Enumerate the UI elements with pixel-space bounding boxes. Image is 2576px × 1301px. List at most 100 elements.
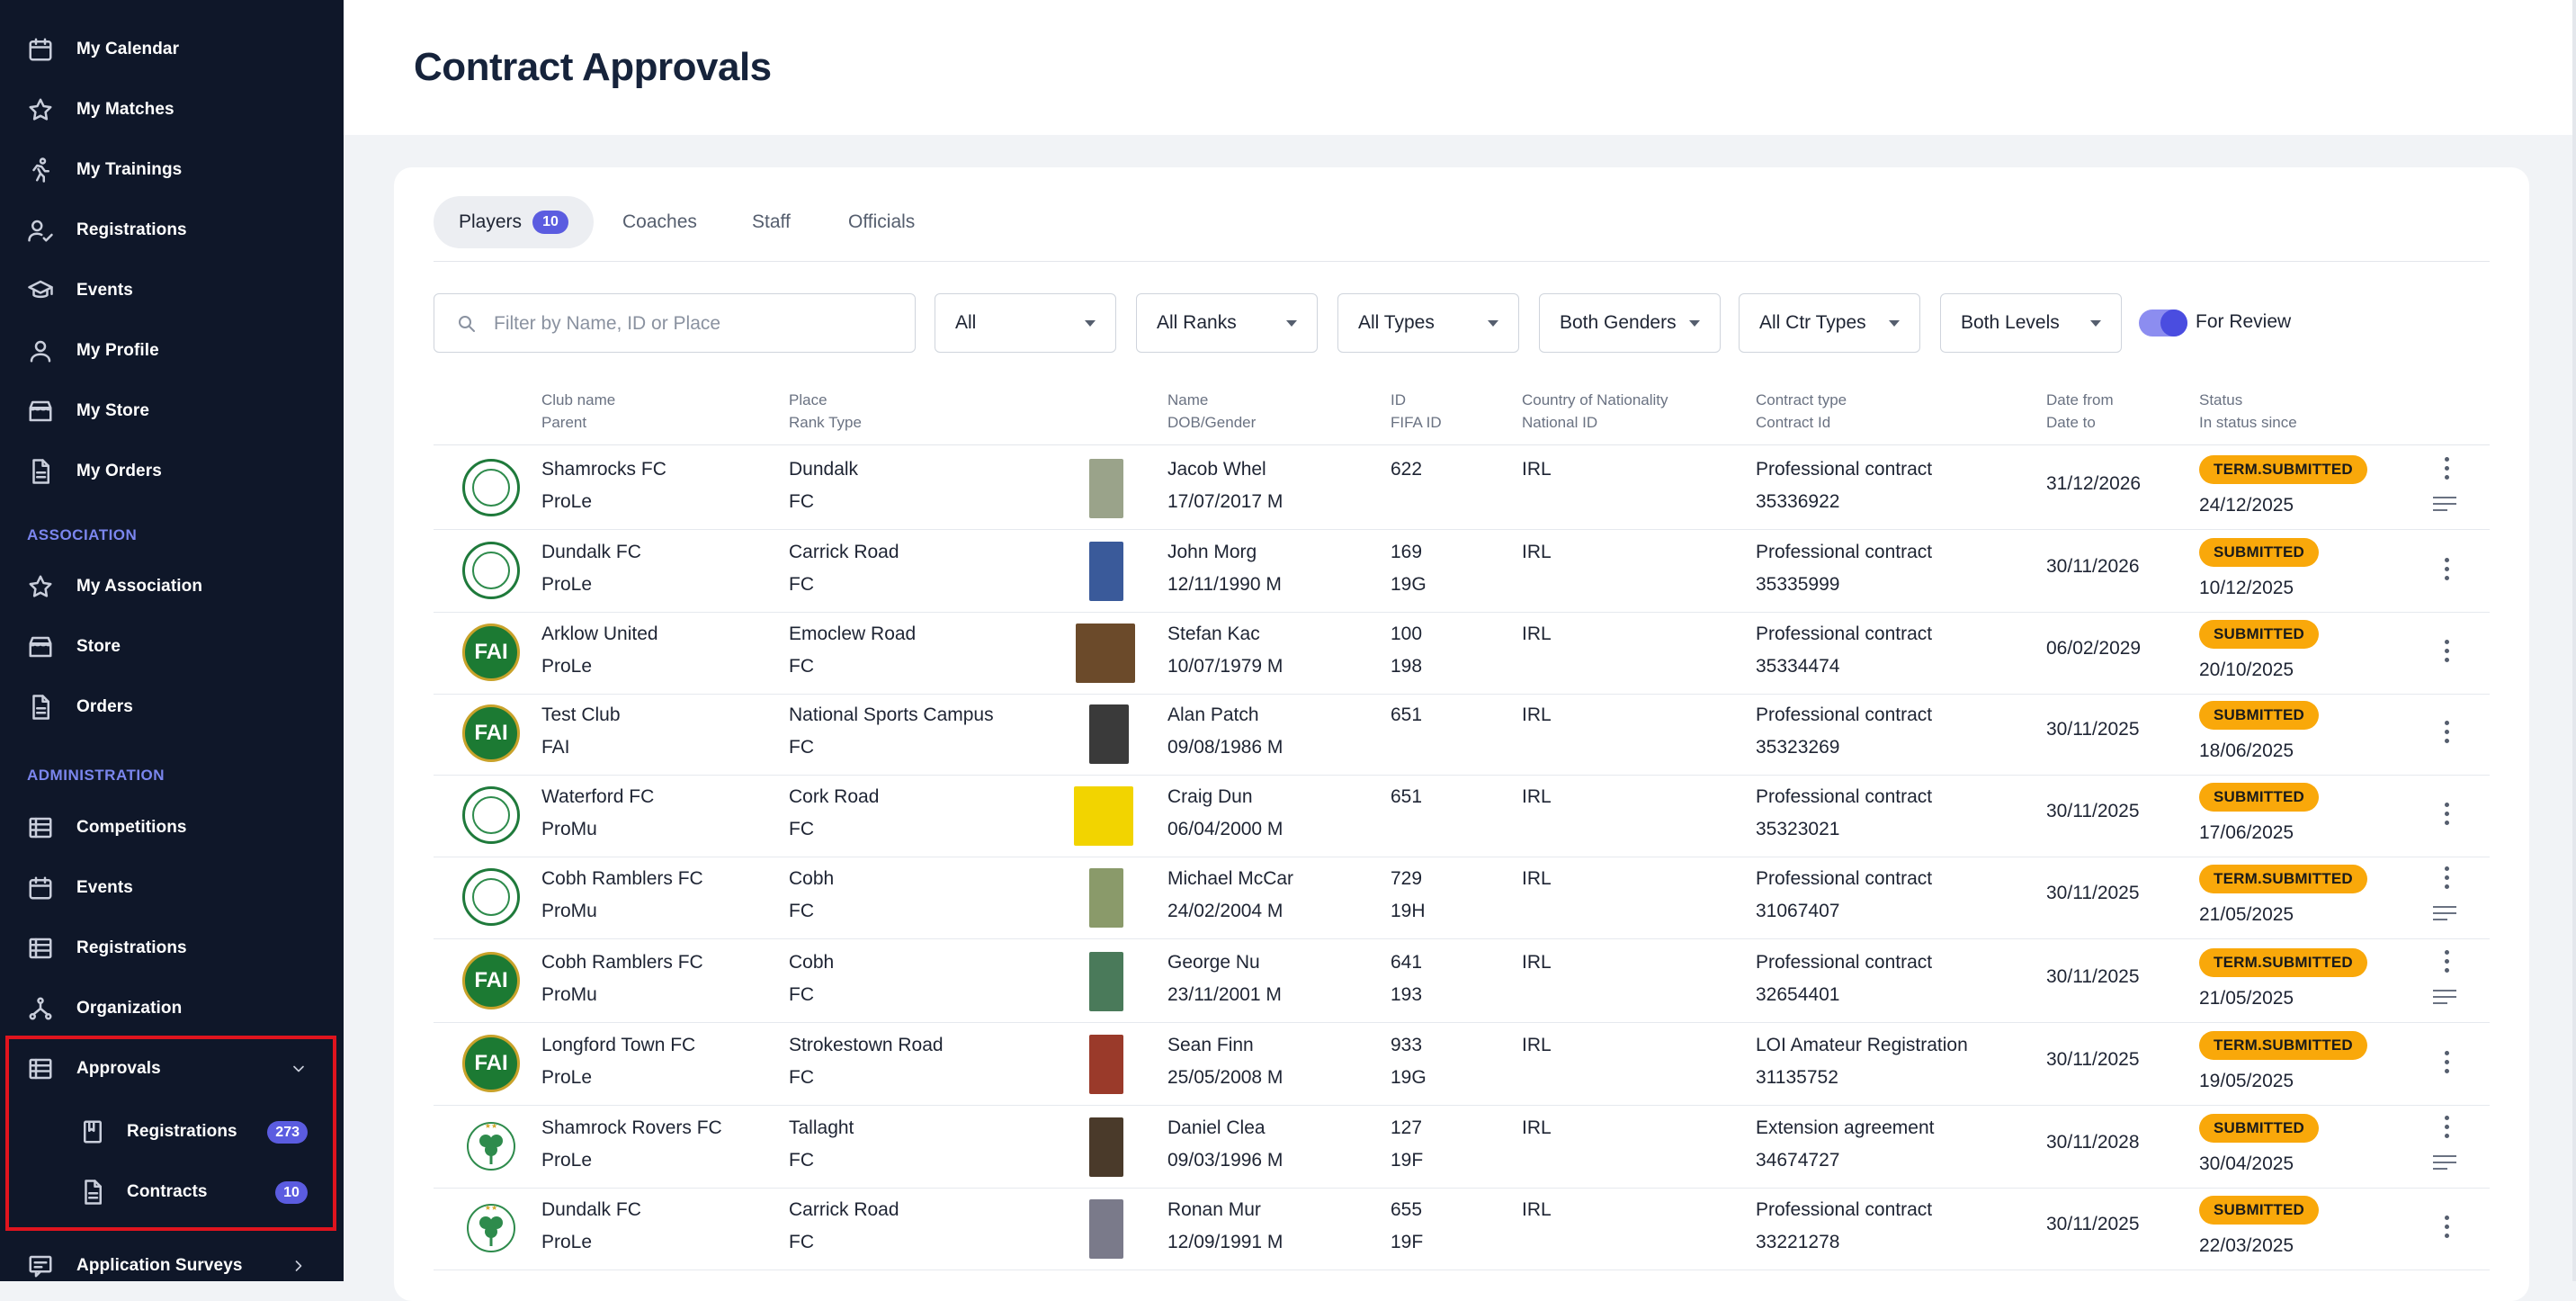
sidebar-item-my-profile[interactable]: My Profile	[0, 324, 344, 378]
column-header-id[interactable]: ID FIFA ID	[1391, 389, 1442, 434]
scrollbar[interactable]	[2572, 0, 2576, 1281]
table-row[interactable]: FAI Cobh Ramblers FC ProMu Cobh FC George Nu 2…	[434, 939, 2490, 1023]
sidebar-item-my-association[interactable]: My Association	[0, 560, 344, 614]
sidebar-item-events[interactable]: Events	[0, 264, 344, 318]
club-name[interactable]: Longford Town FC	[541, 1035, 696, 1055]
search-input[interactable]	[492, 294, 891, 354]
tab-coaches[interactable]: Coaches	[622, 196, 697, 248]
sidebar-item-admin-events[interactable]: Events	[0, 861, 344, 915]
sidebar-item-my-trainings[interactable]: My Trainings	[0, 143, 344, 197]
sidebar: My Calendar My Matches My Trainings Regi…	[0, 0, 344, 1281]
more-menu-icon[interactable]	[2443, 558, 2450, 585]
for-review-toggle[interactable]	[2139, 310, 2187, 336]
club-name[interactable]: Waterford FC	[541, 786, 655, 807]
more-menu-icon[interactable]	[2443, 721, 2450, 748]
player-name[interactable]: Alan Patch	[1167, 704, 1259, 725]
more-menu-icon[interactable]	[2443, 803, 2450, 830]
sidebar-item-admin-registrations[interactable]: Registrations	[0, 921, 344, 975]
table-row[interactable]: ★★ Dundalk FC ProLe Carrick Road FC Ronan Mur…	[434, 1187, 2490, 1270]
notes-icon[interactable]	[2433, 990, 2456, 1009]
player-name[interactable]: Stefan Kac	[1167, 624, 1260, 644]
more-menu-icon[interactable]	[2443, 1216, 2450, 1243]
table-row[interactable]: Cobh Ramblers FC ProMu Cobh FC Michael McCar…	[434, 856, 2490, 939]
sidebar-item-approvals[interactable]: Approvals	[0, 1042, 344, 1096]
column-header-country[interactable]: Country of Nationality National ID	[1522, 389, 1668, 434]
filter-select-genders[interactable]: Both Genders	[1539, 293, 1721, 353]
sidebar-item-my-matches[interactable]: My Matches	[0, 83, 344, 137]
more-menu-icon[interactable]	[2443, 950, 2450, 977]
sidebar-item-my-store[interactable]: My Store	[0, 384, 344, 438]
sidebar-item-approvals-registrations[interactable]: Registrations 273	[0, 1105, 344, 1159]
more-menu-icon[interactable]	[2443, 1116, 2450, 1143]
contract-id: 35336922	[1756, 491, 1840, 512]
divider	[434, 261, 2490, 262]
notes-icon[interactable]	[2433, 906, 2456, 925]
club-name[interactable]: Cobh Ramblers FC	[541, 868, 703, 889]
filter-select-types[interactable]: All Types	[1337, 293, 1519, 353]
table-row[interactable]: FAI Longford Town FC ProLe Strokestown Road…	[434, 1022, 2490, 1106]
club-name[interactable]: Dundalk FC	[541, 542, 641, 562]
club-name[interactable]: Cobh Ramblers FC	[541, 952, 703, 973]
place: Carrick Road	[789, 542, 899, 562]
notes-icon[interactable]	[2433, 1155, 2456, 1174]
hierarchy-icon	[29, 997, 52, 1020]
club-name[interactable]: Shamrocks FC	[541, 459, 666, 480]
sidebar-item-orders[interactable]: Orders	[0, 680, 344, 734]
filter-select-levels[interactable]: Both Levels	[1940, 293, 2122, 353]
more-menu-icon[interactable]	[2443, 640, 2450, 667]
player-name[interactable]: Daniel Clea	[1167, 1117, 1266, 1138]
column-header-dates[interactable]: Date from Date to	[2046, 389, 2114, 434]
table-row[interactable]: Waterford FC ProMu Cork Road FC Craig Dun 06/…	[434, 774, 2490, 857]
column-header-place[interactable]: Place Rank Type	[789, 389, 862, 434]
club-name[interactable]: Dundalk FC	[541, 1199, 641, 1220]
sidebar-item-registrations[interactable]: Registrations	[0, 203, 344, 257]
sidebar-item-my-orders[interactable]: My Orders	[0, 444, 344, 498]
column-header-name[interactable]: Name DOB/Gender	[1167, 389, 1256, 434]
sidebar-item-my-calendar[interactable]: My Calendar	[0, 22, 344, 76]
status-since: 21/05/2025	[2199, 904, 2294, 925]
sidebar-item-approvals-contracts[interactable]: Contracts 10	[0, 1165, 344, 1219]
column-header-status[interactable]: Status In status since	[2199, 389, 2297, 434]
caret-down-icon	[1488, 320, 1498, 327]
club-name[interactable]: Arklow United	[541, 624, 658, 644]
filter-select-contract-types[interactable]: All Ctr Types	[1739, 293, 1920, 353]
filter-select-ranks[interactable]: All Ranks	[1136, 293, 1318, 353]
player-name[interactable]: John Morg	[1167, 542, 1257, 562]
table-row[interactable]: FAI Test Club FAI National Sports Campus FC A…	[434, 692, 2490, 776]
contract-id: 35323021	[1756, 819, 1840, 839]
table-row[interactable]: Shamrocks FC ProLe Dundalk FC Jacob Whel 17/0…	[434, 446, 2490, 530]
club-parent: ProMu	[541, 984, 597, 1005]
tab-players[interactable]: Players 10	[434, 196, 595, 248]
club-name[interactable]: Test Club	[541, 704, 621, 725]
contract-type: Professional contract	[1756, 459, 1933, 480]
notes-icon[interactable]	[2433, 497, 2456, 516]
search-box[interactable]	[434, 293, 916, 354]
player-name[interactable]: Craig Dun	[1167, 786, 1253, 807]
tab-officials[interactable]: Officials	[848, 196, 915, 248]
table-row[interactable]: FAI Arklow United ProLe Emoclew Road FC Stefa…	[434, 611, 2490, 695]
club-name[interactable]: Shamrock Rovers FC	[541, 1117, 722, 1138]
player-name[interactable]: George Nu	[1167, 952, 1260, 973]
document-icon	[32, 459, 49, 484]
sidebar-item-organization[interactable]: Organization	[0, 982, 344, 1036]
tab-staff[interactable]: Staff	[752, 196, 791, 248]
sidebar-item-application-surveys[interactable]: Application Surveys	[0, 1239, 344, 1281]
table-row[interactable]: ★★ Shamrock Rovers FC ProLe Tallaght FC Danie…	[434, 1105, 2490, 1189]
player-name[interactable]: Sean Finn	[1167, 1035, 1254, 1055]
column-header-contract[interactable]: Contract type Contract Id	[1756, 389, 1847, 434]
more-menu-icon[interactable]	[2443, 1051, 2450, 1078]
player-name[interactable]: Jacob Whel	[1167, 459, 1266, 480]
player-name[interactable]: Michael McCar	[1167, 868, 1294, 889]
user-check-icon	[28, 220, 53, 242]
sidebar-item-store[interactable]: Store	[0, 620, 344, 674]
column-header-club[interactable]: Club name Parent	[541, 389, 615, 434]
player-name[interactable]: Ronan Mur	[1167, 1199, 1261, 1220]
user-icon	[30, 340, 51, 363]
more-menu-icon[interactable]	[2443, 457, 2450, 484]
table-row[interactable]: Dundalk FC ProLe Carrick Road FC John Morg 12…	[434, 529, 2490, 613]
filter-select-all[interactable]: All	[935, 293, 1116, 353]
sidebar-item-competitions[interactable]: Competitions	[0, 801, 344, 855]
status-badge: TERM.SUBMITTED	[2199, 455, 2367, 484]
more-menu-icon[interactable]	[2443, 866, 2450, 893]
player-id: 622	[1391, 459, 1423, 480]
